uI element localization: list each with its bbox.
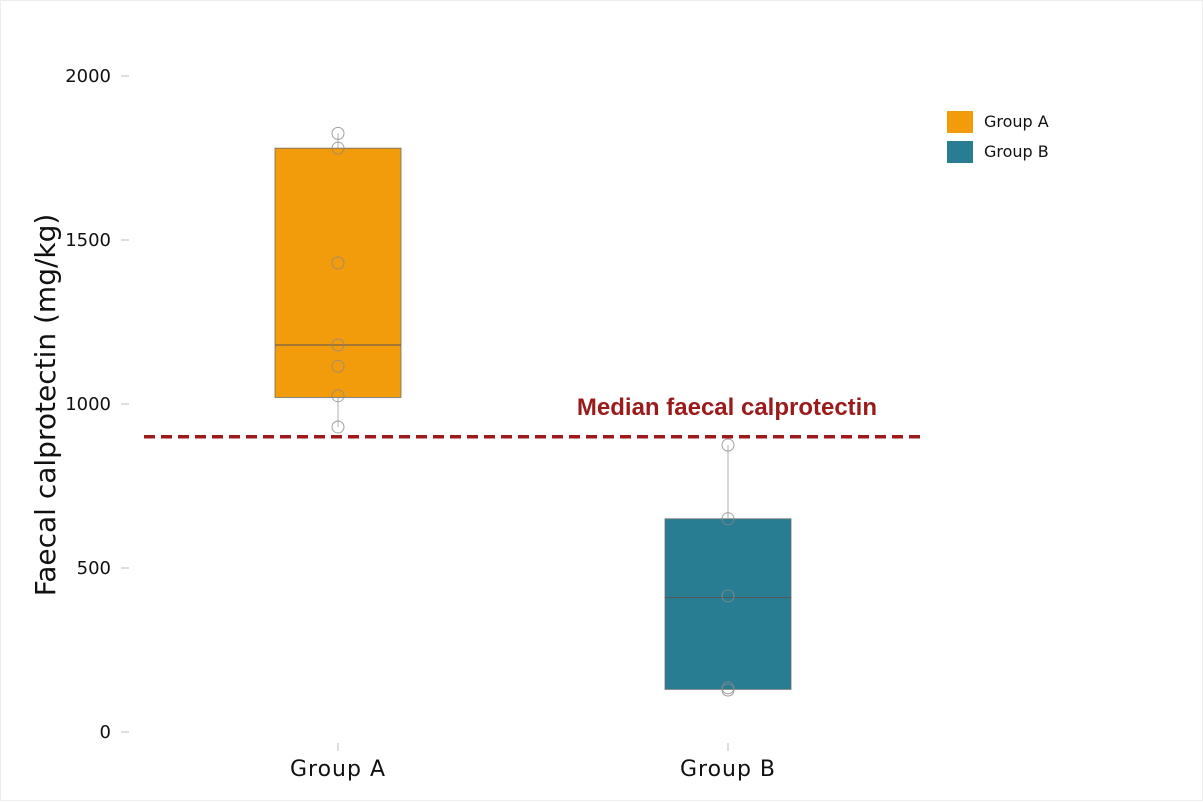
y-tick-label: 1000 — [65, 394, 111, 415]
reference-line-group: Median faecal calprotectin — [144, 394, 921, 439]
box-iqr — [274, 147, 402, 398]
x-category-label: Group A — [290, 757, 386, 782]
y-tick-label: 0 — [100, 722, 111, 743]
data-point — [331, 256, 345, 270]
box-iqr — [664, 518, 792, 690]
y-axis-label: Faecal calprotectin (mg/kg) — [29, 214, 62, 597]
legend-label: Group B — [984, 142, 1049, 161]
box-group-b — [664, 438, 792, 697]
data-point — [721, 589, 735, 603]
y-tick-label: 500 — [77, 558, 111, 579]
data-point — [331, 141, 345, 155]
y-tick-label: 1500 — [65, 230, 111, 251]
data-point — [721, 683, 735, 697]
reference-line-label: Median faecal calprotectin — [577, 394, 877, 421]
data-point — [331, 338, 345, 352]
legend-swatch — [947, 111, 973, 133]
data-point — [331, 389, 345, 403]
data-point — [331, 420, 345, 434]
x-category-label: Group B — [680, 757, 776, 782]
legend-swatch — [947, 141, 973, 163]
x-axis-categories: Group A Group B — [290, 743, 776, 782]
data-point — [331, 359, 345, 373]
legend: Group A Group B — [947, 111, 1049, 163]
data-point — [721, 512, 735, 526]
data-point — [721, 438, 735, 452]
data-point — [331, 126, 345, 140]
legend-label: Group A — [984, 112, 1049, 131]
y-tick-label: 2000 — [65, 66, 111, 87]
box-series — [274, 126, 792, 697]
box-group-a — [274, 126, 402, 434]
y-axis-ticks: 0 500 1000 1500 2000 — [65, 66, 129, 743]
